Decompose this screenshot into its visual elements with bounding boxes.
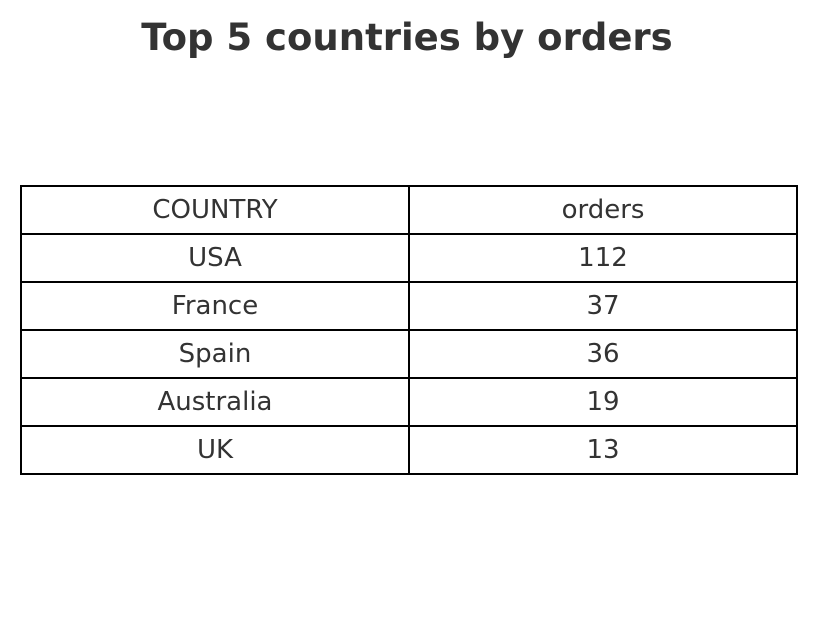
chart-title: Top 5 countries by orders: [141, 16, 673, 59]
orders-cell: 36: [408, 329, 798, 379]
column-header-country: COUNTRY: [20, 185, 410, 235]
country-cell: UK: [20, 425, 410, 475]
table-row: Spain 36: [20, 329, 798, 379]
country-cell: Australia: [20, 377, 410, 427]
table-row: Australia 19: [20, 377, 798, 427]
data-table: COUNTRY orders USA 112 France 37 Spain 3…: [20, 185, 798, 475]
table-row: France 37: [20, 281, 798, 331]
country-cell: Spain: [20, 329, 410, 379]
table-header-row: COUNTRY orders: [20, 185, 798, 235]
country-cell: France: [20, 281, 410, 331]
table-row: USA 112: [20, 233, 798, 283]
orders-cell: 13: [408, 425, 798, 475]
data-table-container: COUNTRY orders USA 112 France 37 Spain 3…: [20, 185, 798, 475]
table-row: UK 13: [20, 425, 798, 475]
orders-cell: 19: [408, 377, 798, 427]
orders-cell: 37: [408, 281, 798, 331]
country-cell: USA: [20, 233, 410, 283]
column-header-orders: orders: [408, 185, 798, 235]
orders-cell: 112: [408, 233, 798, 283]
